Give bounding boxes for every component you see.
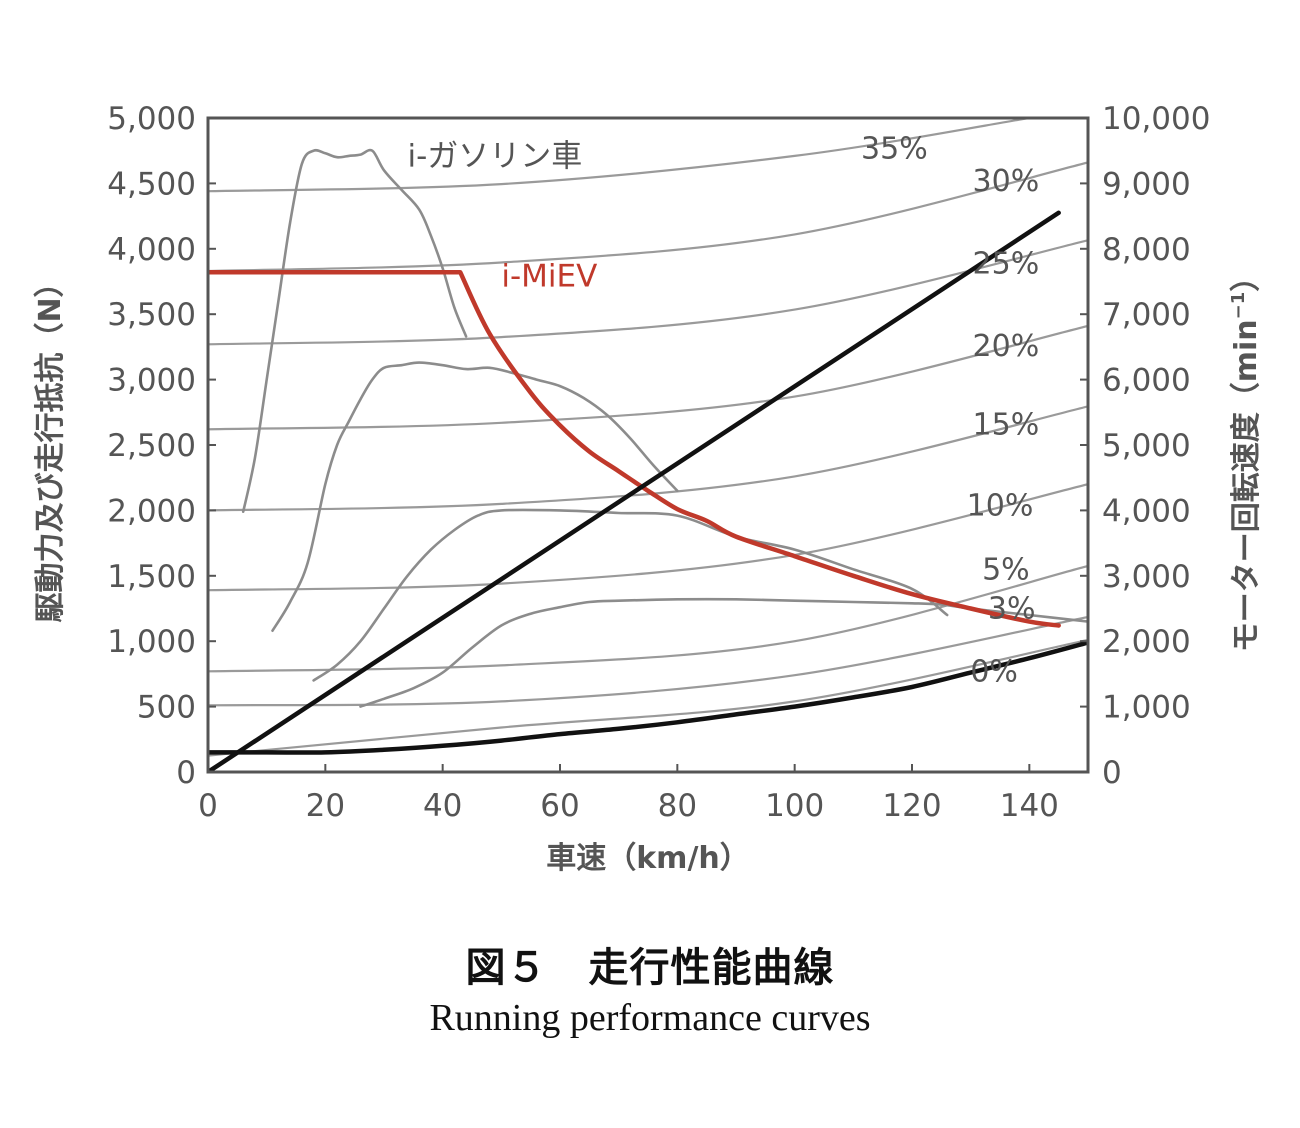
gasoline-driving-force-line xyxy=(359,597,1088,708)
x-axis-label: 車速（km/h） xyxy=(546,841,750,876)
y-left-tick-label: 1,500 xyxy=(107,559,196,595)
y-left-tick-label: 2,500 xyxy=(107,428,196,464)
x-tick-label: 100 xyxy=(765,788,824,824)
imiev-driving-force-line xyxy=(208,270,1061,628)
grade-curve xyxy=(208,638,1088,757)
y-left-tick-label: 4,000 xyxy=(107,232,196,268)
grade-curve xyxy=(208,161,1088,273)
grade-curve xyxy=(208,405,1088,512)
y-left-axis-label: 駆動力及び走行抵抗（N） xyxy=(33,267,68,622)
grade-label: 3% xyxy=(988,591,1036,626)
series-lines xyxy=(208,148,1088,772)
motor-speed-line xyxy=(208,210,1061,772)
figure-title: 図５ 走行性能曲線 xyxy=(465,945,835,991)
y-right-tick-label: 6,000 xyxy=(1102,363,1191,399)
grade-label: 30% xyxy=(973,164,1040,199)
y-left-tick-label: 5,000 xyxy=(107,101,196,137)
y-left-tick-label: 4,500 xyxy=(107,166,196,202)
grade-curve xyxy=(208,324,1088,431)
y-left-tick-label: 0 xyxy=(176,755,196,791)
x-tick-label: 80 xyxy=(658,788,697,824)
grade-label: 25% xyxy=(973,247,1040,282)
y-right-tick-label: 1,000 xyxy=(1102,690,1191,726)
y-right-tick-label: 10,000 xyxy=(1102,101,1210,137)
chart-labels: 0% 3%5% 10% 15% 20% 25% 30% 35% 0 20 40 60 80 100 120 1… xyxy=(33,101,1264,876)
running-resistance-line xyxy=(208,640,1088,755)
y-right-tick-label: 5,000 xyxy=(1102,428,1191,464)
grade-label: 5% xyxy=(982,553,1030,588)
grade-curve xyxy=(208,239,1088,346)
grade-curve xyxy=(208,615,1088,707)
y-right-tick-label: 2,000 xyxy=(1102,624,1191,660)
y-left-tick-label: 3,000 xyxy=(107,363,196,399)
y-right-tick-label: 0 xyxy=(1102,755,1122,791)
y-right-tick-label: 9,000 xyxy=(1102,166,1191,202)
x-tick-label: 0 xyxy=(198,788,218,824)
y-left-tick-label: 500 xyxy=(137,690,196,726)
series-annotation: i-MiEV xyxy=(501,259,597,295)
performance-chart: 0% 3%5% 10% 15% 20% 25% 30% 35% 0 20 40 60 80 100 120 1… xyxy=(33,101,1264,876)
x-tick-label: 140 xyxy=(1000,788,1059,824)
x-tick-label: 20 xyxy=(306,788,345,824)
gasoline-driving-force-line xyxy=(271,361,679,632)
grade-curve xyxy=(208,564,1088,673)
grade-curves xyxy=(208,118,1088,757)
y-left-tick-label: 1,000 xyxy=(107,624,196,660)
plot-frame xyxy=(206,116,1090,774)
grade-curve xyxy=(208,118,1030,193)
x-tick-label: 120 xyxy=(882,788,941,824)
y-left-tick-label: 2,000 xyxy=(107,493,196,529)
y-right-axis-label: モーター回転速度（min−1） xyxy=(1228,262,1264,653)
grade-label: 35% xyxy=(861,132,928,167)
grade-label: 20% xyxy=(973,329,1040,364)
x-tick-label: 60 xyxy=(540,788,579,824)
y-right-tick-label: 8,000 xyxy=(1102,232,1191,268)
axis-ticks xyxy=(207,117,1088,773)
x-tick-label: 40 xyxy=(423,788,462,824)
figure-subtitle: Running performance curves xyxy=(429,997,871,1039)
grade-curve xyxy=(208,483,1088,592)
y-right-tick-label: 4,000 xyxy=(1102,493,1191,529)
grade-label: 0% xyxy=(970,655,1018,690)
series-annotation: i-ガソリン車 xyxy=(407,138,582,174)
grade-label: 15% xyxy=(973,408,1040,443)
gasoline-driving-force-line xyxy=(312,508,949,682)
y-left-tick-label: 3,500 xyxy=(107,297,196,333)
y-right-tick-label: 7,000 xyxy=(1102,297,1191,333)
gasoline-driving-force-line xyxy=(241,148,468,513)
y-right-tick-label: 3,000 xyxy=(1102,559,1191,595)
grade-label: 10% xyxy=(967,489,1034,524)
